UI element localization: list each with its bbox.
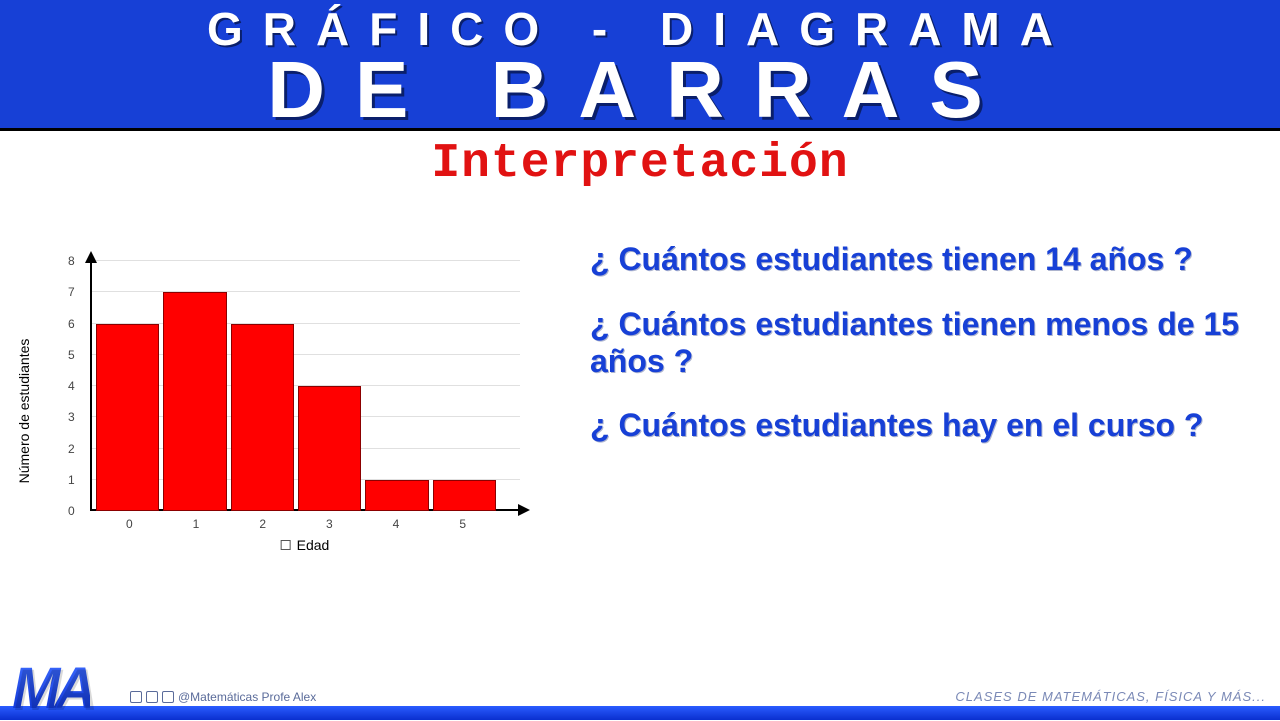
- x-tick-label: 4: [363, 517, 430, 531]
- y-tick-label: 5: [68, 348, 75, 362]
- question-1: ¿ Cuántos estudiantes tienen 14 años ?: [590, 241, 1250, 278]
- y-tick-label: 6: [68, 317, 75, 331]
- legend-swatch-icon: [281, 540, 291, 550]
- bar: [365, 480, 428, 511]
- x-axis-label: Edad: [297, 537, 330, 553]
- bars-container: [96, 261, 496, 511]
- bar: [298, 386, 361, 511]
- bar: [433, 480, 496, 511]
- subtitle: Interpretación: [0, 137, 1280, 191]
- x-tick-label: 0: [96, 517, 163, 531]
- bar: [231, 324, 294, 512]
- footer-stripe: [0, 706, 1280, 720]
- y-tick-label: 8: [68, 254, 75, 268]
- handle-text: @Matemáticas Profe Alex: [178, 690, 316, 704]
- y-tick-label: 1: [68, 473, 75, 487]
- footer-tagline: CLASES DE MATEMÁTICAS, FÍSICA Y MÁS...: [955, 689, 1266, 704]
- facebook-icon: [146, 691, 158, 703]
- logo: MA: [12, 660, 90, 718]
- banner-line2: DE BARRAS: [0, 52, 1280, 128]
- question-2: ¿ Cuántos estudiantes tienen menos de 15…: [590, 306, 1250, 380]
- bar-chart: Número de estudiantes 012345 Edad 012345…: [30, 251, 550, 571]
- x-tick-label: 5: [429, 517, 496, 531]
- plot-area: 012345 Edad 012345678: [90, 261, 520, 511]
- main-content: Número de estudiantes 012345 Edad 012345…: [0, 191, 1280, 571]
- x-axis-arrow-icon: [518, 504, 530, 516]
- x-tick-label: 2: [229, 517, 296, 531]
- footer: MA @Matemáticas Profe Alex CLASES DE MAT…: [0, 656, 1280, 720]
- x-ticks: 012345: [96, 517, 496, 531]
- y-tick-label: 4: [68, 379, 75, 393]
- bar: [163, 292, 226, 511]
- bar: [96, 324, 159, 512]
- y-tick-label: 0: [68, 504, 75, 518]
- question-3: ¿ Cuántos estudiantes hay en el curso ?: [590, 407, 1250, 444]
- title-banner: GRÁFICO - DIAGRAMA DE BARRAS: [0, 0, 1280, 131]
- instagram-icon: [162, 691, 174, 703]
- x-tick-label: 1: [163, 517, 230, 531]
- youtube-icon: [130, 691, 142, 703]
- y-axis: [90, 261, 92, 511]
- y-axis-label: Número de estudiantes: [16, 339, 32, 484]
- x-axis-legend: Edad: [281, 537, 330, 553]
- y-tick-label: 2: [68, 442, 75, 456]
- social-handle: @Matemáticas Profe Alex: [130, 690, 316, 704]
- questions-panel: ¿ Cuántos estudiantes tienen 14 años ? ¿…: [590, 221, 1250, 472]
- y-tick-label: 7: [68, 285, 75, 299]
- x-tick-label: 3: [296, 517, 363, 531]
- y-tick-label: 3: [68, 410, 75, 424]
